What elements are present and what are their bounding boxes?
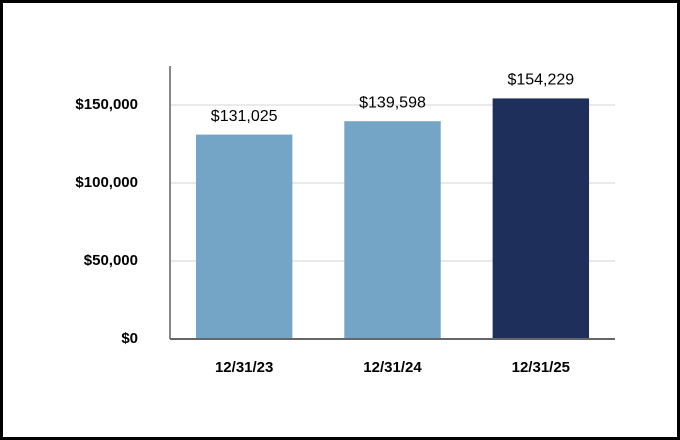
x-tick-label: 12/31/23 [215,359,273,376]
bar [344,121,441,340]
value-label: $131,025 [211,108,278,125]
bar [492,98,590,339]
y-tick-label: $100,000 [75,174,138,191]
value-label: $139,598 [359,94,426,111]
x-tick-label: 12/31/24 [363,359,422,376]
bar [195,134,293,339]
value-label: $154,229 [507,72,574,89]
y-tick-label: $150,000 [75,96,138,113]
y-tick-label: $50,000 [84,252,138,269]
y-tick-label: $0 [121,330,138,347]
x-tick-label: 12/31/25 [512,359,570,376]
